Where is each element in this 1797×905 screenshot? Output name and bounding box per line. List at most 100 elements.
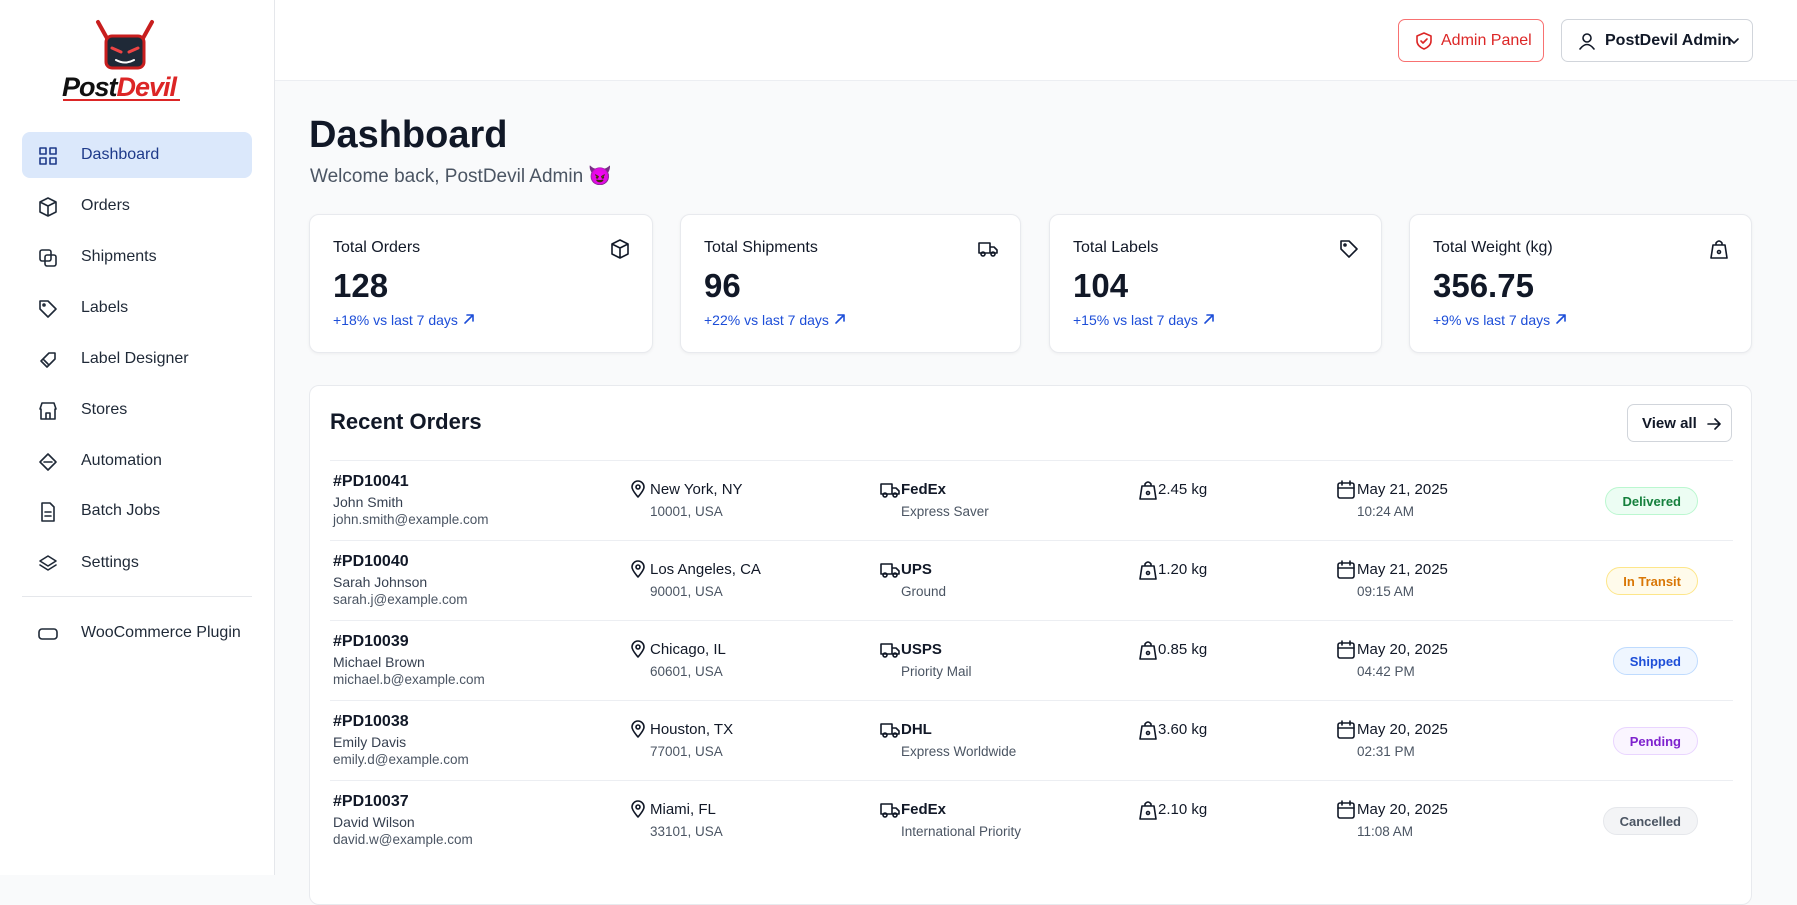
stat-change: +22% vs last 7 days <box>704 312 846 328</box>
status-badge: Delivered <box>1605 487 1698 515</box>
user-menu-button[interactable]: PostDevil Admin <box>1561 19 1753 62</box>
trend-icon <box>1556 314 1566 324</box>
row-icon <box>1337 480 1355 499</box>
row-icon <box>631 640 645 658</box>
nav-icon <box>39 402 57 420</box>
customer-name: Emily Davis <box>333 734 407 750</box>
city: Los Angeles, CA <box>650 561 761 578</box>
stat-card: Total Shipments 96 +22% vs last 7 days <box>680 214 1021 353</box>
nav-item[interactable]: WooCommerce Plugin <box>22 610 252 656</box>
stat-value: 104 <box>1073 267 1129 304</box>
nav-icon <box>39 197 57 217</box>
nav-item[interactable]: Stores <box>22 387 252 433</box>
nav-item[interactable]: Batch Jobs <box>22 488 252 534</box>
nav-item[interactable]: Dashboard <box>22 132 252 178</box>
row-icon <box>880 643 900 658</box>
time: 09:15 AM <box>1357 584 1415 599</box>
stat-card: Total Weight (kg) 356.75 +9% vs last 7 day… <box>1409 214 1752 353</box>
stat-label: Total Shipments <box>704 239 818 256</box>
change-text: +18% vs last 7 days <box>333 312 458 328</box>
order-id: #PD10041 <box>333 473 409 490</box>
service: International Priority <box>901 824 1022 839</box>
row-icon <box>1139 481 1157 500</box>
nav-item[interactable]: Label Designer <box>22 336 252 382</box>
nav-label: Stores <box>81 401 128 418</box>
stat-change: +15% vs last 7 days <box>1073 312 1215 328</box>
weight: 3.60 kg <box>1158 721 1208 738</box>
order-row[interactable]: #PD10040 Sarah Johnson sarah.j@example.c… <box>330 540 1733 620</box>
stat-value: 128 <box>333 267 389 304</box>
carrier: USPS <box>901 641 942 658</box>
row-icon <box>1337 640 1355 659</box>
brand-second: Devil <box>116 72 178 102</box>
nav-item[interactable]: Labels <box>22 285 252 331</box>
row-icon <box>1139 641 1157 660</box>
date: May 21, 2025 <box>1357 561 1448 578</box>
admin-panel-button[interactable]: Admin Panel <box>1398 19 1544 62</box>
stat-change: +18% vs last 7 days <box>333 312 475 328</box>
order-id: #PD10037 <box>333 793 409 810</box>
nav-icon <box>39 453 57 471</box>
row-icon <box>1337 720 1355 739</box>
zip: 60601, USA <box>650 664 723 679</box>
date: May 21, 2025 <box>1357 481 1448 498</box>
label: PostDevil Admin <box>1605 31 1732 49</box>
order-row[interactable]: #PD10039 Michael Brown michael.b@example… <box>330 620 1733 700</box>
weight: 1.20 kg <box>1158 561 1208 578</box>
nav-item[interactable]: Settings <box>22 540 252 586</box>
date: May 20, 2025 <box>1357 641 1448 658</box>
arrow-icon <box>1707 418 1721 430</box>
nav-icon <box>39 147 57 165</box>
weight: 0.85 kg <box>1158 641 1208 658</box>
status-badge: Pending <box>1612 727 1698 755</box>
shield-icon <box>1416 32 1432 50</box>
customer-email: sarah.j@example.com <box>333 592 468 607</box>
stat-icon <box>1710 240 1728 259</box>
time: 11:08 AM <box>1357 824 1414 839</box>
nav-item[interactable]: Orders <box>22 183 252 229</box>
weight: 2.10 kg <box>1158 801 1208 818</box>
order-row[interactable]: #PD10037 David Wilson david.w@example.co… <box>330 780 1733 860</box>
row-icon <box>1139 721 1157 740</box>
nav-item[interactable]: Automation <box>22 438 252 484</box>
trend-icon <box>464 314 474 324</box>
stat-label: Total Orders <box>333 239 421 256</box>
nav-label: Settings <box>81 554 139 571</box>
nav-label: Batch Jobs <box>81 502 161 519</box>
time: 04:42 PM <box>1357 664 1415 679</box>
nav-icon <box>41 502 55 522</box>
stat-change: +9% vs last 7 days <box>1433 312 1567 328</box>
logo-text: PostDevil <box>62 72 178 103</box>
zip: 90001, USA <box>650 584 723 599</box>
nav-icon <box>40 352 56 368</box>
stat-label: Total Labels <box>1073 239 1159 256</box>
row-icon <box>880 723 900 738</box>
nav-label: Label Designer <box>81 350 189 367</box>
zip: 33101, USA <box>650 824 723 839</box>
carrier: FedEx <box>901 481 947 498</box>
nav-item[interactable]: Shipments <box>22 234 252 280</box>
stat-label: Total Weight (kg) <box>1433 239 1553 256</box>
label: View all <box>1642 414 1697 432</box>
trend-icon <box>835 314 845 324</box>
row-icon <box>631 720 645 738</box>
stat-card: Total Labels 104 +15% vs last 7 days <box>1049 214 1382 353</box>
label: Admin Panel <box>1441 31 1532 49</box>
view-all-button[interactable]: View all <box>1627 404 1732 442</box>
nav-icon <box>39 300 57 318</box>
row-icon <box>1337 800 1355 819</box>
order-row[interactable]: #PD10041 John Smith john.smith@example.c… <box>330 460 1733 540</box>
service: Priority Mail <box>901 664 972 679</box>
time: 02:31 PM <box>1357 744 1415 759</box>
customer-name: Michael Brown <box>333 654 425 670</box>
row-icon <box>1139 801 1157 820</box>
service: Ground <box>901 584 947 599</box>
row-icon <box>631 560 645 578</box>
stat-icon <box>1340 240 1358 258</box>
order-row[interactable]: #PD10038 Emily Davis emily.d@example.com… <box>330 700 1733 780</box>
customer-email: john.smith@example.com <box>333 512 489 527</box>
status-badge: Shipped <box>1612 647 1698 675</box>
divider <box>22 596 252 597</box>
zip: 10001, USA <box>650 504 723 519</box>
row-icon <box>1139 561 1157 580</box>
